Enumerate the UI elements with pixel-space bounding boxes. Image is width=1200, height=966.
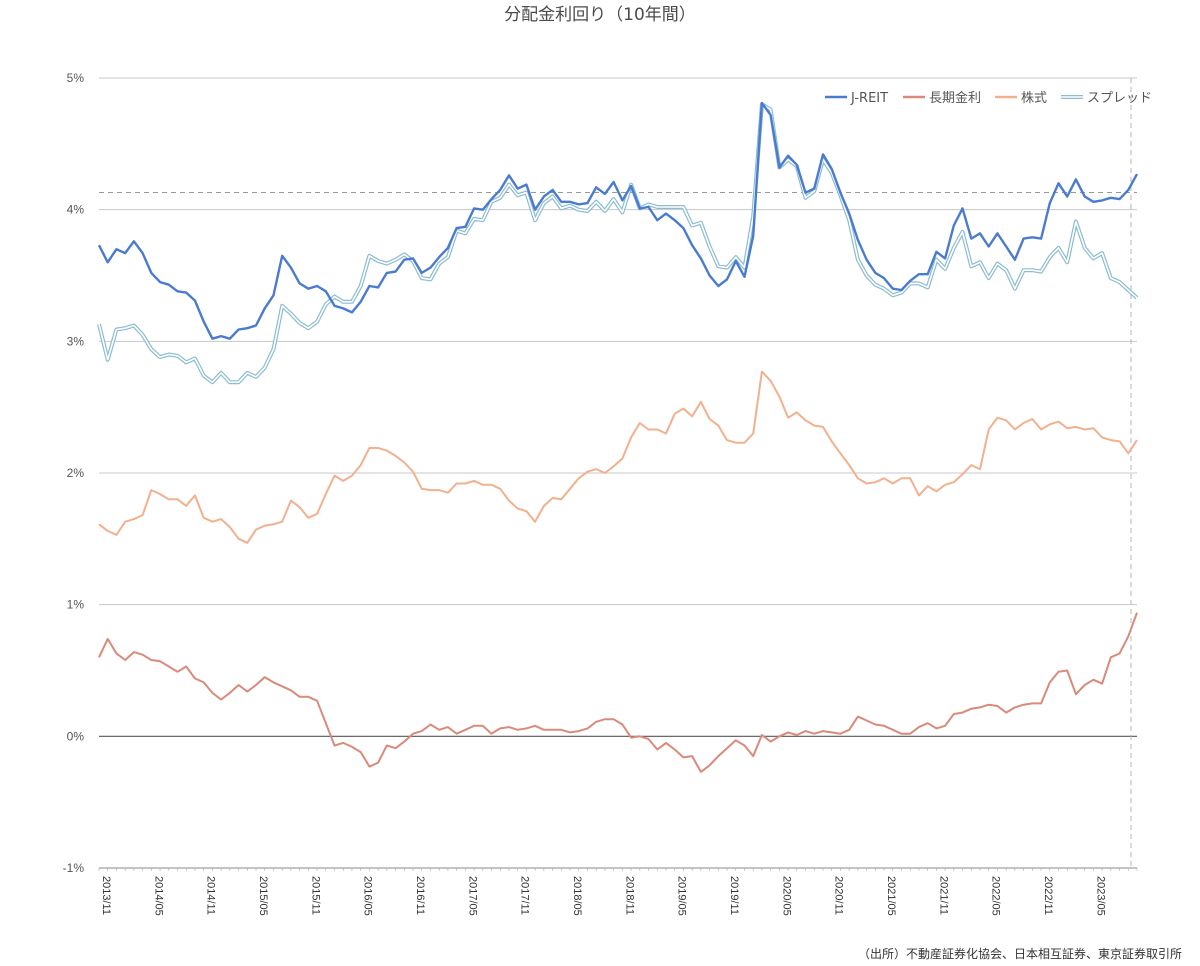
x-tick-label: 2013/11: [100, 876, 112, 915]
legend: J-REIT 長期金利 株式 スプレッド: [825, 90, 1152, 106]
legend-label: 株式: [1021, 91, 1047, 106]
x-tick-label: 2017/05: [466, 876, 478, 916]
x-tick-label: 2020/05: [780, 876, 792, 916]
x-tick-label: 2023/05: [1094, 876, 1106, 916]
x-tick-label: 2019/05: [676, 876, 688, 916]
y-tick-label: -1%: [63, 861, 85, 875]
x-tick-label: 2021/05: [885, 876, 897, 916]
y-tick-label: 0%: [67, 729, 85, 743]
series-group: [97, 101, 1139, 773]
x-tick-label: 2022/05: [990, 876, 1002, 916]
x-tick-label: 2020/11: [833, 876, 845, 915]
series-line-stock: [98, 370, 1138, 544]
x-axis: 2013/11 2014/05 2014/11 2015/05 2015/11 2016/…: [98, 867, 1138, 916]
x-tick-label: 2021/11: [937, 876, 949, 915]
x-tick-label: 2015/05: [257, 876, 269, 916]
x-tick-label: 2014/05: [152, 876, 164, 916]
grid-lines: [99, 77, 1137, 869]
legend-label: スプレッド: [1087, 91, 1152, 106]
series-line-spread-outer: [97, 102, 1139, 385]
source-note: （出所）不動産証券化協会、日本相互証券、東京証券取引所: [858, 946, 1182, 961]
y-tick-label: 2%: [67, 466, 85, 480]
legend-label: J-REIT: [850, 91, 888, 106]
y-tick-label: 3%: [67, 334, 85, 348]
x-tick-label: 2016/11: [414, 876, 426, 915]
x-tick-label: 2018/11: [623, 876, 635, 915]
x-tick-label: 2019/11: [728, 876, 740, 915]
chart-title: 分配金利回り（10年間）: [504, 5, 696, 25]
y-tick-label: 1%: [67, 598, 85, 612]
x-tick-label: 2017/11: [519, 876, 531, 915]
series-line-spread-inner: [98, 103, 1138, 384]
x-tick-label: 2018/05: [571, 876, 583, 916]
series-line-long-term-rate: [98, 612, 1138, 773]
y-axis: 5% 4% 3% 2% 1% 0% -1%: [63, 71, 85, 875]
x-tick-label: 2016/05: [362, 876, 374, 916]
y-tick-label: 4%: [67, 203, 85, 217]
series-line-jreit: [97, 101, 1139, 340]
y-tick-label: 5%: [67, 71, 85, 85]
x-tick-label: 2022/11: [1042, 876, 1054, 915]
x-tick-label: 2015/11: [309, 876, 321, 915]
legend-label: 長期金利: [929, 90, 981, 106]
x-tick-label: 2014/11: [205, 876, 217, 915]
